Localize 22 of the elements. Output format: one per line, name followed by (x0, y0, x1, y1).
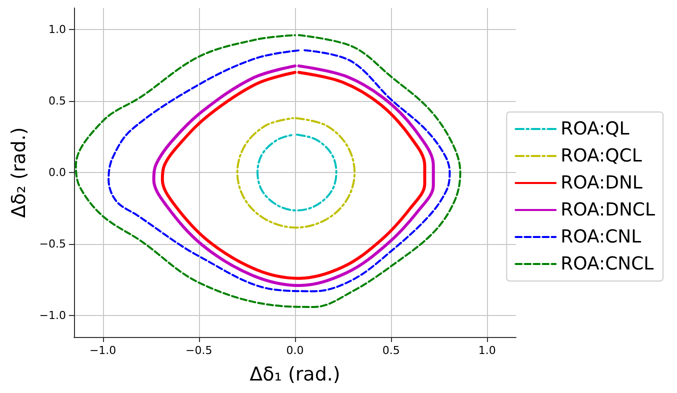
y-tick-label: −0.5 (39, 238, 66, 251)
x-tick-label: 0.0 (286, 344, 304, 357)
y-tick-label: 1.0 (48, 22, 66, 36)
line-series (108, 49, 451, 292)
y-tick-label: −1.0 (39, 309, 66, 322)
legend-label: ROA:CNL (560, 226, 642, 248)
legend-label: ROA:DNCL (560, 200, 655, 220)
x-tick-label: 1.0 (478, 344, 496, 357)
x-tick-label: −1.0 (89, 344, 116, 357)
y-tick-label: 0.5 (48, 94, 66, 108)
legend-label: ROA:QCL (560, 146, 642, 166)
x-tick-label: 0.5 (382, 344, 400, 357)
line-series (256, 134, 338, 212)
legend-label: ROA:DNL (560, 172, 642, 194)
legend-label: ROA:CNCL (560, 254, 654, 274)
line-series (74, 34, 462, 308)
x-tick-label: −0.5 (186, 344, 212, 357)
y-tick-label: 0.0 (48, 166, 66, 179)
x-axis-title: Δδ₁ (rad.) (250, 364, 340, 386)
legend-label: ROA:QL (560, 118, 630, 140)
y-axis-title: Δδ₂ (rad.) (8, 127, 30, 218)
line-series (236, 117, 356, 229)
